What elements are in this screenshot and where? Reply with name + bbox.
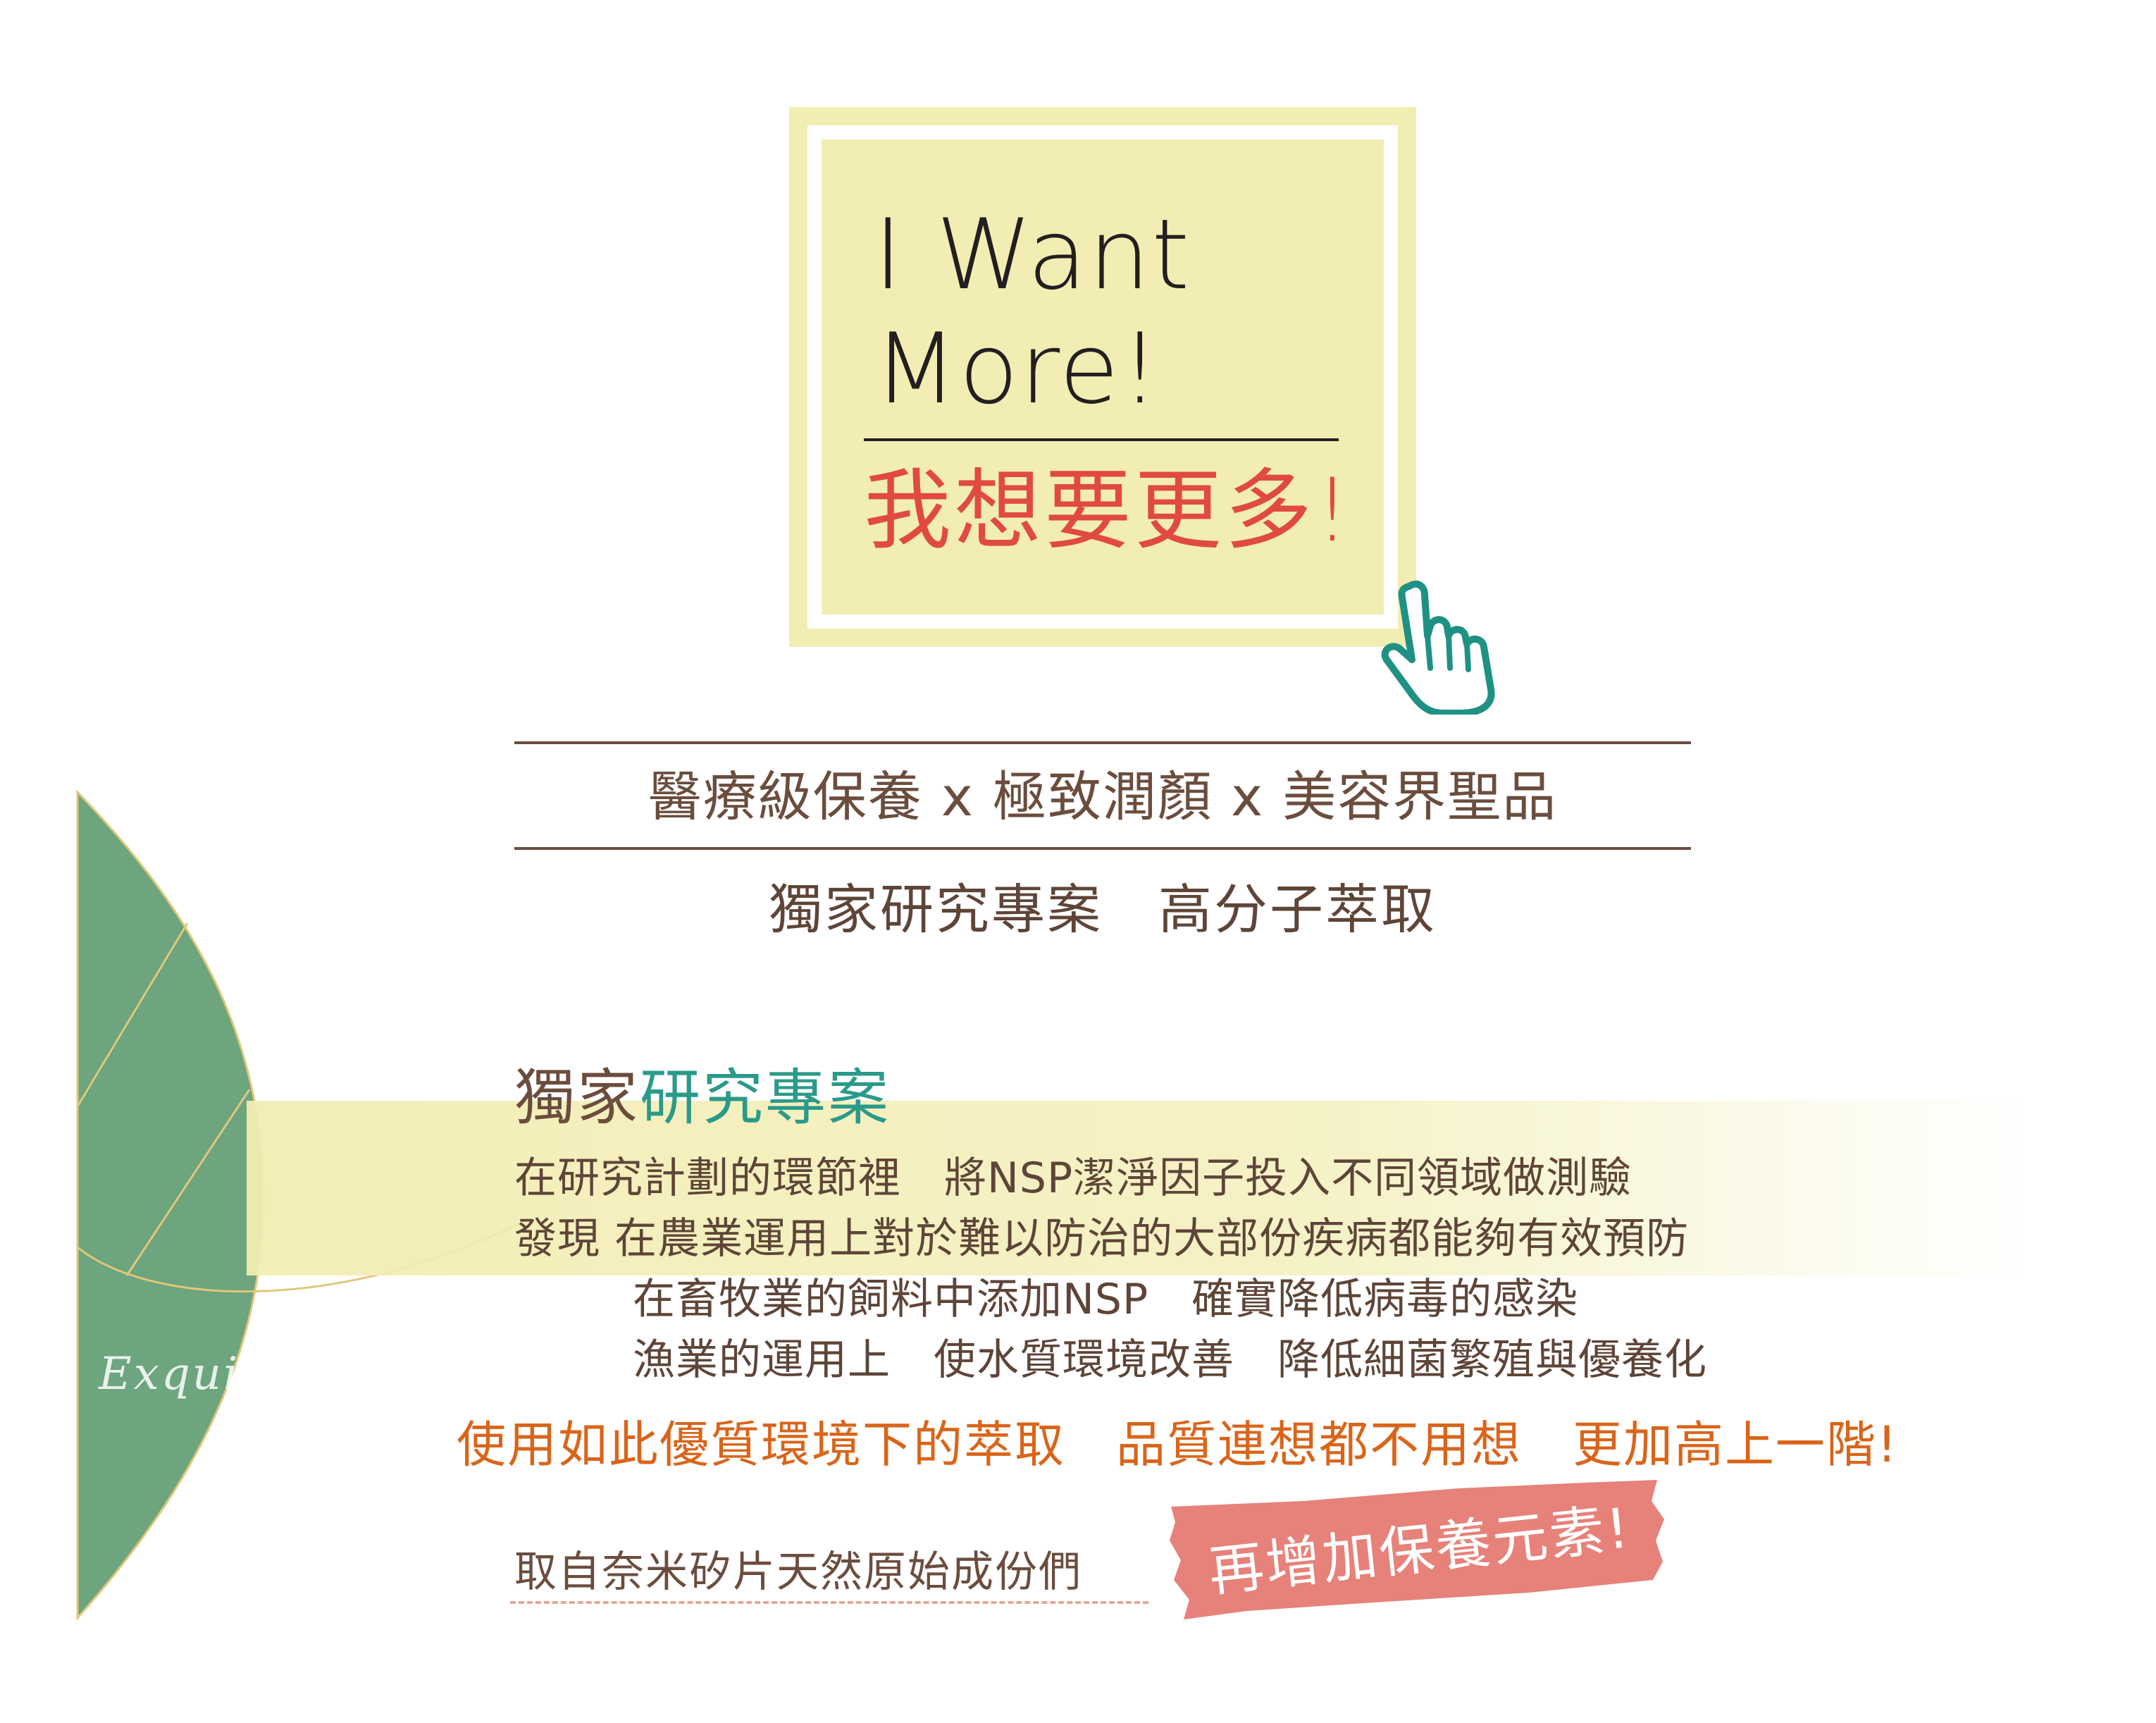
stamp-badge[interactable] (1163, 1473, 1670, 1628)
highlight-band (247, 1101, 2036, 1276)
subtitle: 獨家研究專案 高分子萃取 (769, 878, 1437, 941)
card-title-line-1: I Want (874, 198, 1191, 311)
card-title-line-2: More! (874, 312, 1161, 426)
section-title: 獨家研究專案 (514, 1057, 891, 1139)
section-title-part-1: 獨家 (514, 1063, 640, 1133)
footnote-dashed-underline (510, 1601, 1148, 1604)
card-panel[interactable] (822, 140, 1384, 615)
body-line: 漁業的運用上 使水質環境改善 降低細菌繁殖與優養化 (633, 1335, 1707, 1385)
leaf-decoration (76, 789, 529, 1621)
hand-pointer-icon (1381, 580, 1495, 715)
body-line: 發現 在農業運用上對於難以防治的大部份疾病都能夠有效預防 (514, 1214, 1690, 1264)
tagline-bottom-rule (514, 847, 1691, 850)
card-title-chinese: 我想要更多! (864, 460, 1353, 562)
section-title-part-2: 研究專案 (640, 1063, 891, 1133)
body-line: 在畜牧業的飼料中添加NSP 確實降低病毒的感染 (633, 1275, 1579, 1324)
tagline-top-rule (514, 741, 1691, 744)
card-divider (864, 438, 1339, 441)
tagline: 醫療級保養 x 極致潤顏 x 美容界聖品 (648, 765, 1558, 828)
signature-text: Exquisite Story (99, 1348, 481, 1400)
body-line: 在研究計劃的環節裡 將NSP潔淨因子投入不同領域做測驗 (514, 1154, 1633, 1203)
footnote: 取自奈米矽片天然原始成份們 (514, 1548, 1082, 1597)
highlight-statement: 使用如此優質環境下的萃取 品質連想都不用想 更加高上一階! (457, 1416, 1899, 1474)
